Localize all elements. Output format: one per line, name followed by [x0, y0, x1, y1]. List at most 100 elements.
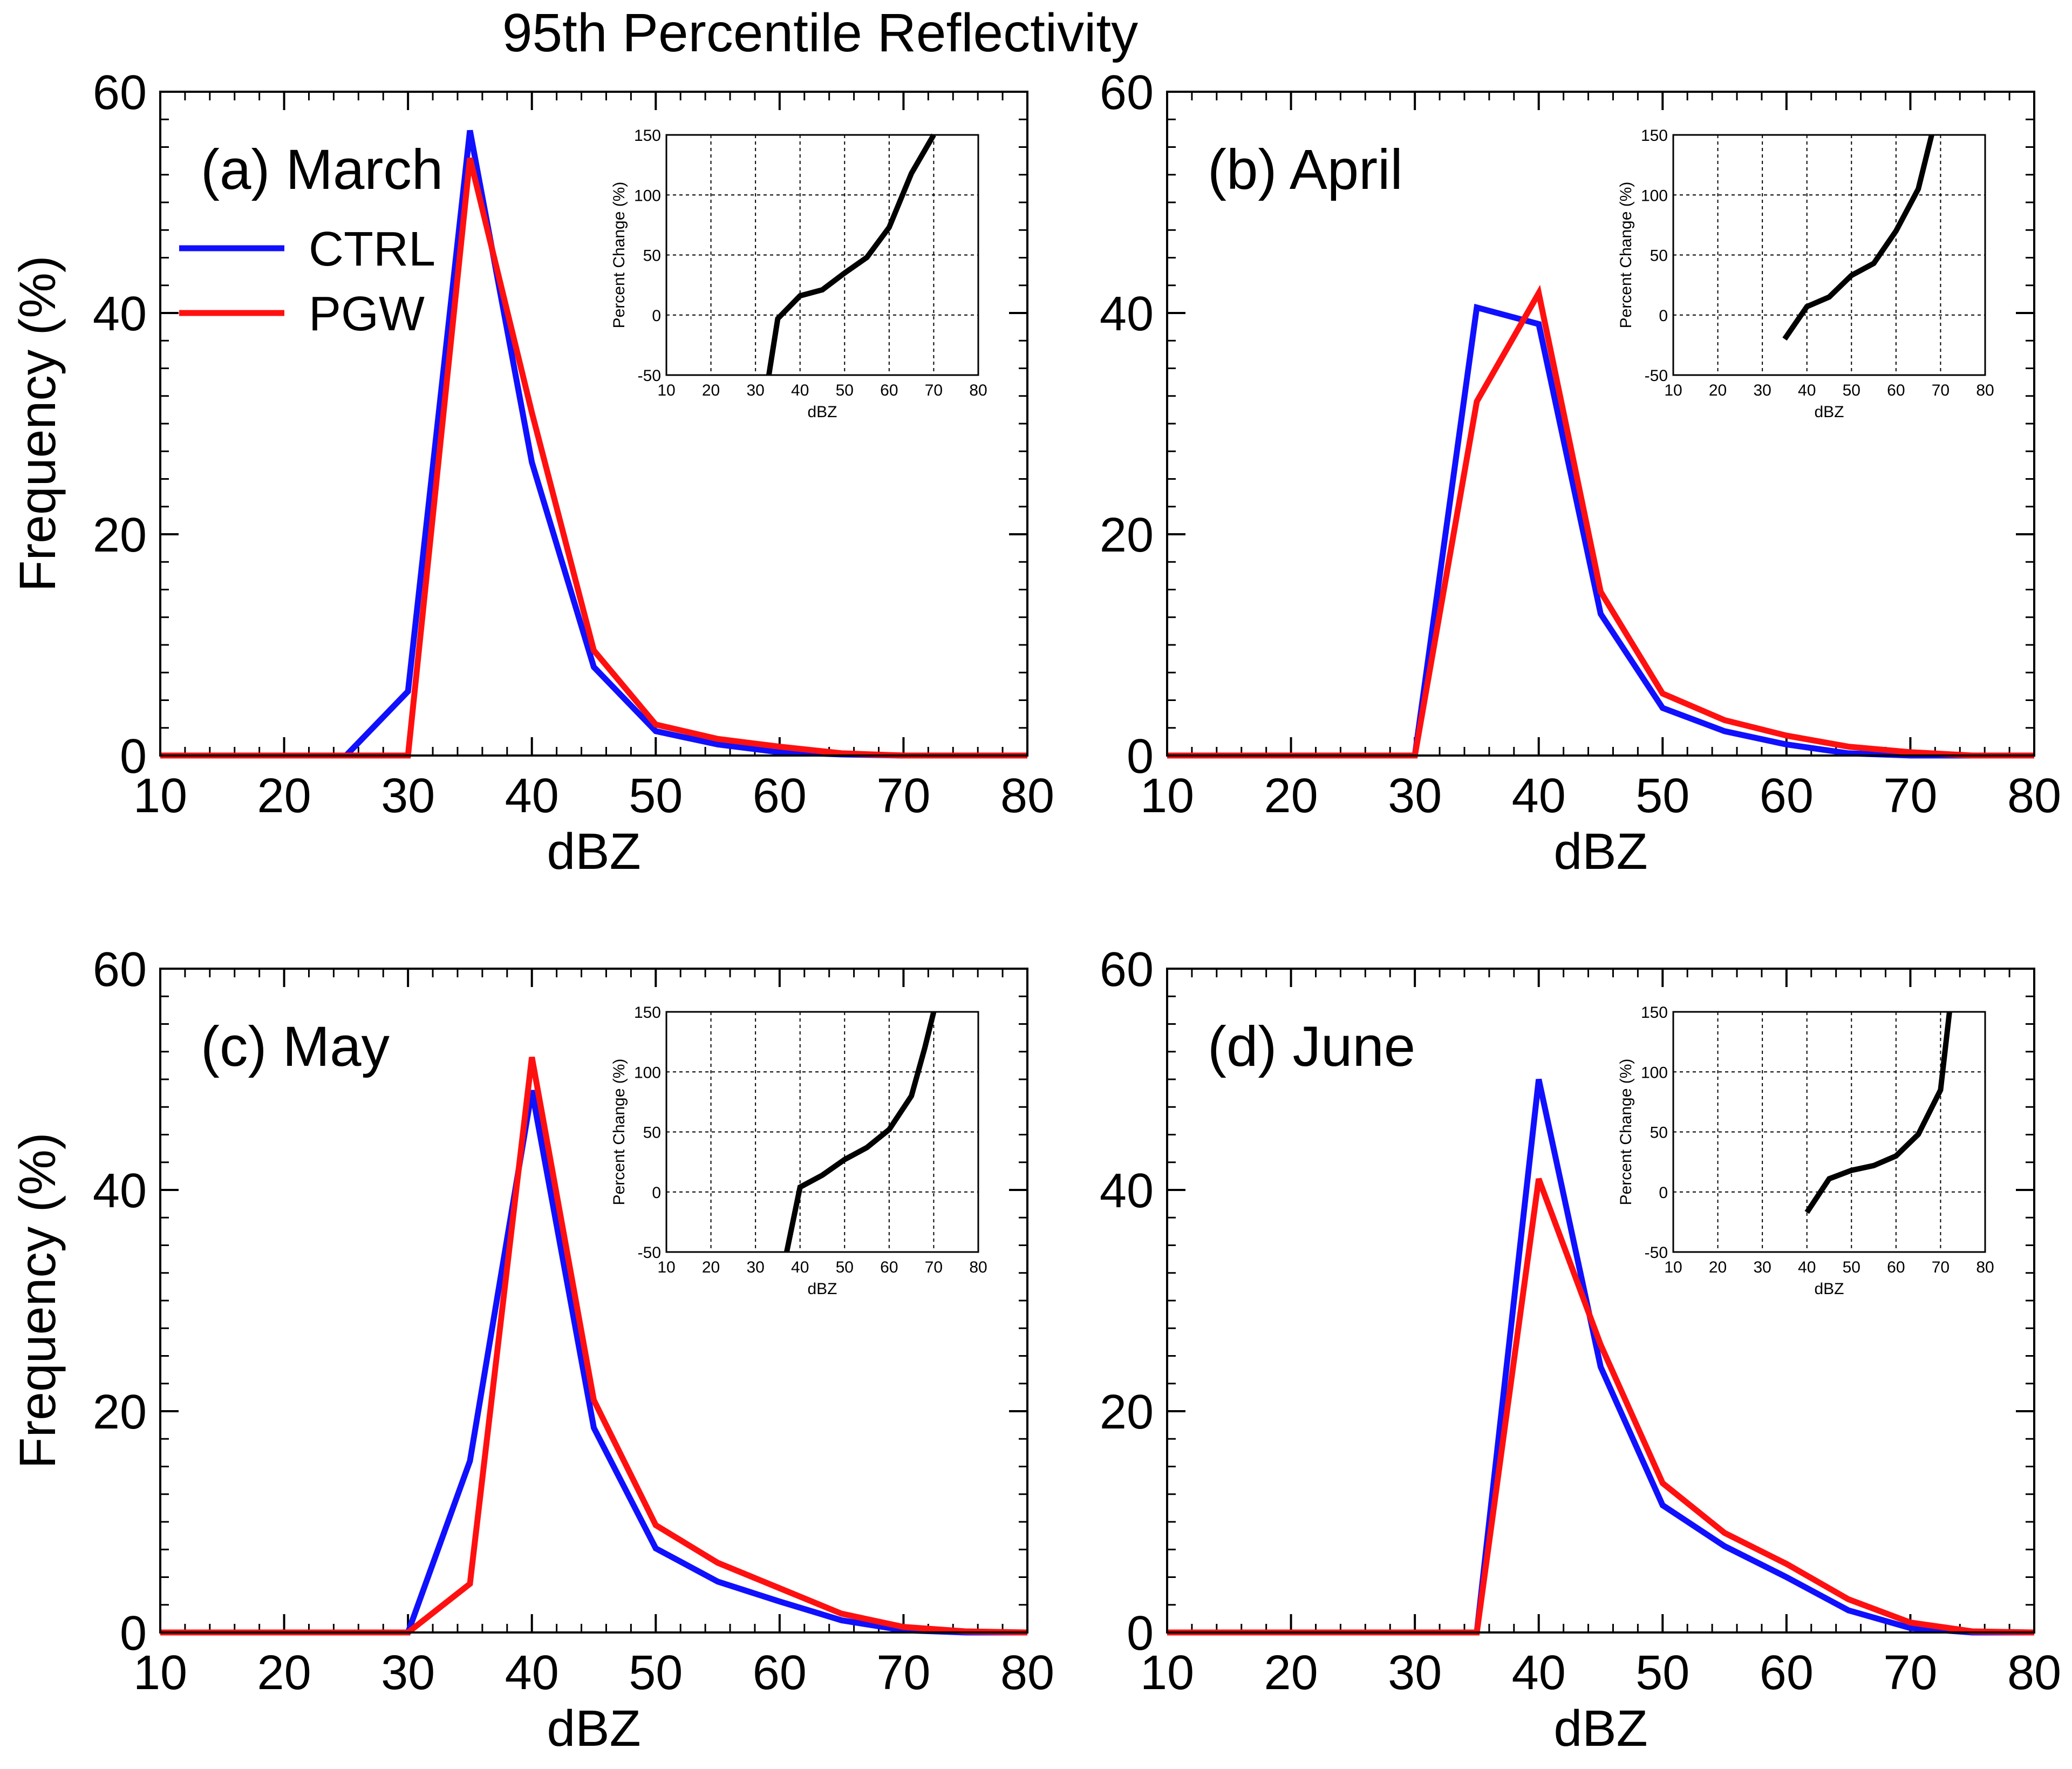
x-tick-label: 20 — [257, 1646, 311, 1700]
x-axis-label: dBZ — [547, 823, 640, 880]
inset-x-tick-label: 40 — [1798, 1258, 1816, 1276]
figure-title: 95th Percentile Reflectivity — [502, 3, 1138, 63]
x-axis-label: dBZ — [1553, 1700, 1647, 1757]
inset-percent-change-line — [784, 1011, 937, 1253]
inset-y-tick-label: 50 — [1650, 1124, 1668, 1142]
inset-x-tick-label: 70 — [1932, 382, 1950, 399]
y-tick-label: 40 — [1100, 287, 1154, 341]
panel-label: (b) April — [1208, 138, 1403, 201]
inset-x-tick-label: 50 — [1843, 1258, 1860, 1276]
inset-x-tick-label: 50 — [836, 1258, 854, 1276]
x-tick-label: 70 — [1883, 1646, 1937, 1700]
legend: CTRL PGW — [179, 222, 435, 341]
y-tick-label: 20 — [93, 1385, 147, 1439]
inset-x-tick-label: 80 — [1976, 382, 1994, 399]
x-tick-label: 30 — [381, 1646, 435, 1700]
plot-frame — [1166, 91, 2035, 757]
panel-4: 10 20 30 40 50 60 70 80 0 20 40 60 dBZ (d) June 10 20 30… — [1100, 943, 2061, 1757]
inset-frame — [1672, 1011, 1986, 1253]
inset-chart: 10 20 30 40 50 60 70 80 -50 0 50 100 150 dBZ Percent C… — [610, 1004, 987, 1298]
inset-x-tick-label: 30 — [746, 382, 764, 399]
panel-1: 10 20 30 40 50 60 70 80 0 20 40 60 dBZ Frequency (%) (… — [9, 66, 1054, 880]
x-tick-label: 30 — [381, 769, 435, 823]
legend-label-pgw: PGW — [309, 287, 425, 341]
inset-x-tick-label: 30 — [746, 1258, 764, 1276]
inset-y-tick-label: 50 — [643, 247, 661, 265]
plot-frame — [1166, 968, 2035, 1634]
inset-x-tick-label: 30 — [1753, 382, 1771, 399]
inset-y-tick-label: -50 — [1645, 367, 1668, 385]
inset-y-axis-label: Percent Change (%) — [1617, 182, 1635, 329]
y-tick-label: 20 — [1100, 1385, 1154, 1439]
inset-percent-change-line — [766, 133, 936, 376]
x-tick-label: 60 — [753, 769, 807, 823]
inset-x-tick-label: 40 — [791, 382, 809, 399]
y-tick-label: 40 — [93, 1164, 147, 1218]
inset-x-tick-label: 40 — [791, 1258, 809, 1276]
inset-x-tick-label: 80 — [969, 382, 987, 399]
inset-y-tick-label: 50 — [1650, 247, 1668, 265]
x-axis-label: dBZ — [547, 1700, 640, 1757]
inset-y-tick-label: 0 — [1659, 1184, 1668, 1202]
inset-x-tick-label: 60 — [880, 382, 898, 399]
inset-x-tick-label: 10 — [657, 382, 675, 399]
x-tick-label: 80 — [2007, 769, 2061, 823]
x-tick-label: 50 — [629, 769, 683, 823]
inset-x-axis-label: dBZ — [807, 1280, 837, 1298]
inset-x-tick-label: 60 — [1887, 1258, 1905, 1276]
x-tick-label: 10 — [1140, 769, 1194, 823]
x-tick-label: 10 — [133, 769, 187, 823]
inset-x-tick-label: 50 — [1843, 382, 1860, 399]
x-tick-label: 60 — [753, 1646, 807, 1700]
inset-y-tick-label: 100 — [1641, 1064, 1668, 1081]
x-tick-label: 40 — [505, 1646, 559, 1700]
inset-x-tick-label: 70 — [925, 382, 943, 399]
inset-y-tick-label: 0 — [652, 307, 661, 325]
y-tick-label: 60 — [93, 943, 147, 997]
x-tick-label: 50 — [1635, 1646, 1689, 1700]
inset-x-tick-label: 60 — [880, 1258, 898, 1276]
inset-y-axis-label: Percent Change (%) — [610, 182, 628, 329]
inset-x-tick-label: 20 — [702, 1258, 720, 1276]
x-tick-label: 60 — [1760, 1646, 1814, 1700]
inset-y-tick-label: 150 — [1641, 1004, 1668, 1022]
panel-label: (c) May — [201, 1015, 390, 1078]
inset-x-tick-label: 20 — [1709, 382, 1727, 399]
inset-percent-change-line — [1782, 134, 1934, 341]
legend-label-ctrl: CTRL — [309, 222, 435, 276]
x-tick-label: 50 — [629, 1646, 683, 1700]
inset-chart: 10 20 30 40 50 60 70 80 -50 0 50 100 150 dBZ Percent C… — [1617, 127, 1994, 421]
x-tick-label: 50 — [1635, 769, 1689, 823]
inset-y-axis-label: Percent Change (%) — [1617, 1059, 1635, 1206]
inset-y-tick-label: 100 — [1641, 187, 1668, 205]
panel-label: (a) March — [201, 138, 443, 201]
y-axis-label: Frequency (%) — [9, 256, 66, 592]
inset-y-tick-label: 150 — [634, 1004, 661, 1022]
y-tick-label: 0 — [1127, 730, 1154, 784]
inset-y-tick-label: 50 — [643, 1124, 661, 1142]
inset-x-tick-label: 20 — [702, 382, 720, 399]
y-tick-label: 60 — [93, 66, 147, 120]
inset-x-axis-label: dBZ — [1814, 403, 1844, 421]
panel-2: 10 20 30 40 50 60 70 80 0 20 40 60 dBZ (b) April 10 20 3… — [1100, 66, 2061, 880]
plot-frame — [159, 968, 1028, 1634]
inset-y-tick-label: 100 — [634, 187, 661, 205]
y-tick-label: 20 — [93, 508, 147, 562]
inset-x-tick-label: 10 — [1664, 1258, 1682, 1276]
x-tick-label: 70 — [876, 1646, 930, 1700]
y-tick-label: 60 — [1100, 943, 1154, 997]
inset-frame — [1672, 134, 1986, 376]
x-tick-label: 80 — [1000, 1646, 1054, 1700]
x-tick-label: 20 — [1264, 1646, 1318, 1700]
inset-chart: 10 20 30 40 50 60 70 80 -50 0 50 100 150 dBZ Percent C… — [610, 127, 987, 421]
inset-x-tick-label: 10 — [1664, 382, 1682, 399]
inset-x-tick-label: 80 — [969, 1258, 987, 1276]
inset-x-tick-label: 20 — [1709, 1258, 1727, 1276]
inset-x-axis-label: dBZ — [807, 403, 837, 421]
y-tick-label: 40 — [1100, 1164, 1154, 1218]
x-tick-label: 70 — [1883, 769, 1937, 823]
inset-x-tick-label: 70 — [925, 1258, 943, 1276]
x-tick-label: 20 — [257, 769, 311, 823]
y-axis-label: Frequency (%) — [9, 1133, 66, 1469]
